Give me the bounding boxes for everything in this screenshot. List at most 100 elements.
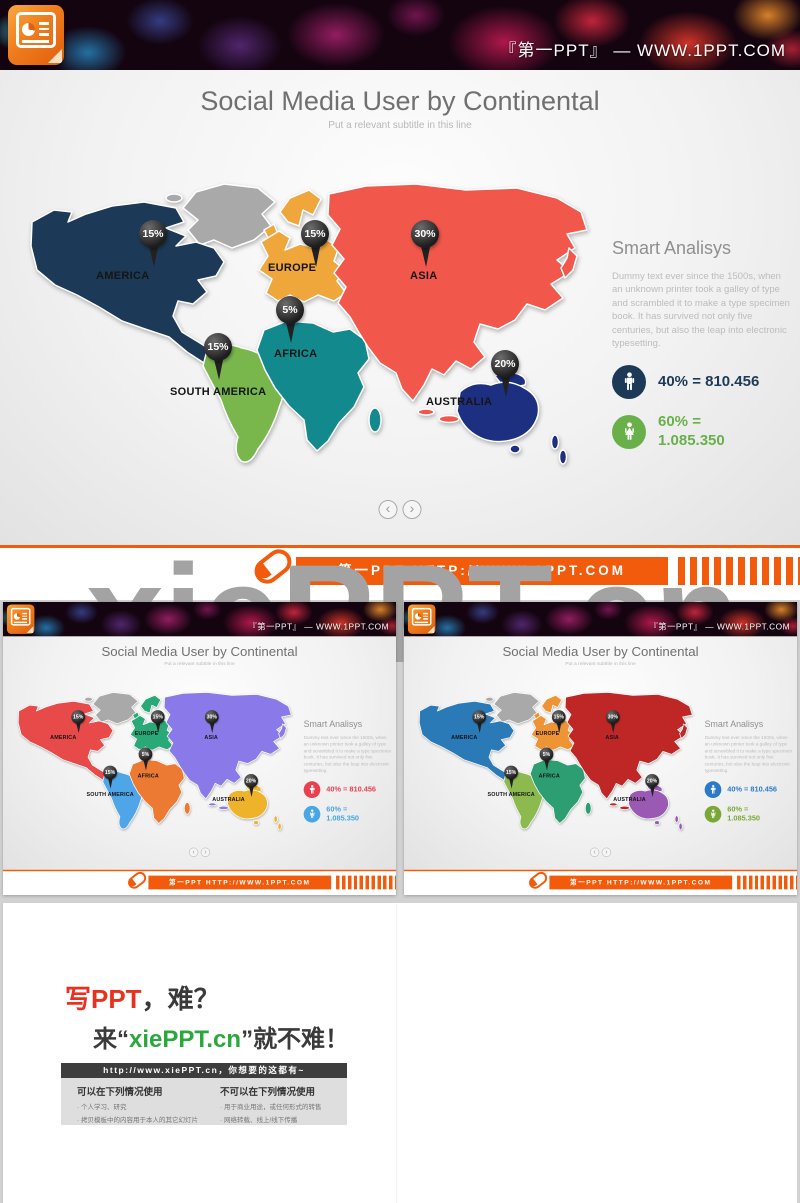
- continent-label-america: AMERICA: [96, 270, 150, 282]
- map-north-america: [17, 700, 115, 784]
- logo-page-curl: [26, 626, 34, 633]
- footer-url-banner[interactable]: 第一PPT HTTP://WWW.1PPT.COM: [549, 875, 733, 890]
- slide-subtitle: Put a relevant subtitle in this line: [565, 660, 636, 667]
- map-pin-africa: 5%: [539, 747, 554, 762]
- stat-female-row: 60% = 1.085.350: [704, 805, 792, 823]
- slide-body: Social Media User by Continental Put a r…: [3, 636, 396, 870]
- map-pin-europe: 15%: [150, 710, 165, 724]
- map-pin-australia: 20%: [491, 350, 519, 378]
- slogan-red-part: 写PPT: [65, 984, 142, 1014]
- continent-label-africa: AFRICA: [137, 772, 159, 779]
- map-asia: [564, 692, 693, 812]
- brand-text[interactable]: 『第一PPT』 — WWW.1PPT.COM: [649, 622, 791, 632]
- map-greenland: [84, 692, 139, 725]
- stat-male-row: 40% = 810.456: [612, 364, 790, 399]
- continent-label-south-america: SOUTH AMERICA: [86, 791, 134, 798]
- footer-url-banner[interactable]: 第一PPT HTTP://WWW.1PPT.COM: [148, 875, 332, 890]
- pin-percent: 15%: [551, 710, 566, 724]
- powerpoint-logo-icon: [8, 5, 64, 65]
- presentation-slide: 『第一PPT』 — WWW.1PPT.COM Social Media User…: [404, 602, 797, 895]
- map-pin-america: 15%: [139, 220, 167, 248]
- map-europe: [258, 189, 347, 303]
- forbidden-item: · 网络转载、线上/线下传播: [220, 1117, 298, 1124]
- allowed-uses-title: 可以在下列情况使用: [77, 1087, 163, 1098]
- map-pin-america: 15%: [71, 710, 86, 724]
- analysis-heading: Smart Analisys: [303, 718, 363, 729]
- main-slide-slot: 『第一PPT』 — WWW.1PPT.COM Social Media User…: [0, 0, 800, 600]
- powerpoint-logo-icon: [407, 604, 436, 634]
- footer-url-banner[interactable]: 第一PPT HTTP://WWW.1PPT.COM: [296, 557, 668, 585]
- pill-capsule-icon: [526, 869, 550, 892]
- map-europe: [129, 694, 174, 751]
- brand-text[interactable]: 『第一PPT』 — WWW.1PPT.COM: [248, 622, 390, 632]
- continent-label-australia: AUSTRALIA: [426, 396, 493, 408]
- continent-label-asia: ASIA: [605, 734, 619, 741]
- license-terms-box: 可以在下列情况使用 · 个人学习、研究 · 拷贝模板中的内容用于本人的其它幻灯片…: [61, 1078, 347, 1125]
- analysis-body-text: Dummy text ever since the 1500s, when an…: [704, 735, 793, 774]
- prev-arrow-button[interactable]: ‹: [378, 500, 398, 519]
- stat-male-value: 40% = 810.456: [326, 785, 377, 794]
- pin-percent: 15%: [472, 710, 487, 724]
- next-arrow-button[interactable]: ›: [402, 500, 422, 519]
- pin-percent: 5%: [138, 747, 153, 762]
- continent-label-asia: ASIA: [410, 270, 438, 282]
- map-pin-europe: 15%: [551, 710, 566, 724]
- continent-label-asia: ASIA: [204, 734, 218, 741]
- stat-female-value: 60% = 1.085.350: [326, 804, 360, 823]
- map-africa: [529, 759, 592, 824]
- pin-percent: 15%: [204, 333, 232, 361]
- male-person-icon: [704, 781, 722, 798]
- logo-document-shape: [10, 607, 31, 626]
- continent-label-europe: EUROPE: [535, 730, 560, 737]
- footer-stripes-decoration: [678, 557, 800, 585]
- bottom-row: 写PPT，难？ 来“xiePPT.cn”就不难！ http://www.xieP…: [3, 903, 797, 1203]
- footer-stripes-decoration: [737, 875, 797, 890]
- map-pin-america: 15%: [472, 710, 487, 724]
- continent-label-africa: AFRICA: [274, 348, 318, 360]
- slide-subtitle: Put a relevant subtitle in this line: [164, 660, 235, 667]
- map-pin-south-america: 15%: [504, 765, 518, 780]
- mini-slide-variant1: 『第一PPT』 — WWW.1PPT.COM Social Media User…: [3, 602, 396, 895]
- next-arrow-button[interactable]: ›: [200, 847, 211, 857]
- male-person-icon: [612, 364, 646, 399]
- site-url-bar[interactable]: http://www.xiePPT.cn，你想要的这都有~: [61, 1063, 347, 1078]
- allowed-item: · 个人学习、研究: [77, 1104, 127, 1111]
- logo-text-lines: [423, 612, 429, 621]
- map-pin-asia: 30%: [411, 220, 439, 248]
- slide-subtitle: Put a relevant subtitle in this line: [328, 120, 472, 131]
- pin-percent: 30%: [605, 710, 620, 724]
- map-pin-asia: 30%: [605, 710, 620, 724]
- pin-percent: 15%: [103, 765, 117, 780]
- logo-text-lines: [39, 22, 49, 39]
- next-arrow-button[interactable]: ›: [601, 847, 612, 857]
- allowed-item: · 拷贝模板中的内容用于本人的其它幻灯片: [77, 1117, 198, 1124]
- map-south-america: [102, 771, 143, 830]
- continent-label-south-america: SOUTH AMERICA: [170, 386, 267, 398]
- slide-title: Social Media User by Continental: [200, 86, 600, 116]
- continent-label-europe: EUROPE: [134, 730, 159, 737]
- logo-pie-chart-glyph: [13, 613, 21, 620]
- map-pin-africa: 5%: [138, 747, 153, 762]
- slide-nav: ‹ ›: [188, 847, 211, 857]
- logo-page-curl: [427, 626, 435, 633]
- slogan-line2: 来“xiePPT.cn”就不难！: [93, 1026, 350, 1053]
- prev-arrow-button[interactable]: ‹: [589, 847, 600, 857]
- pill-capsule-icon: [125, 869, 149, 892]
- map-greenland: [165, 183, 276, 249]
- map-africa: [256, 320, 382, 452]
- prev-arrow-button[interactable]: ‹: [188, 847, 199, 857]
- map-australia: [628, 784, 683, 831]
- brand-text[interactable]: 『第一PPT』 — WWW.1PPT.COM: [499, 41, 786, 60]
- powerpoint-logo-icon: [6, 604, 35, 634]
- license-slide: 写PPT，难？ 来“xiePPT.cn”就不难！ http://www.xieP…: [3, 903, 396, 1203]
- analysis-body-text: Dummy text ever since the 1500s, when an…: [612, 271, 790, 350]
- continent-label-south-america: SOUTH AMERICA: [487, 791, 535, 798]
- pin-percent: 15%: [504, 765, 518, 780]
- continent-label-australia: AUSTRALIA: [613, 796, 646, 803]
- logo-bottom-line: [13, 621, 28, 623]
- logo-document-shape: [16, 12, 56, 48]
- slide-footer: 第一PPT HTTP://WWW.1PPT.COM: [3, 869, 396, 895]
- map-greenland: [485, 692, 540, 725]
- stat-male-row: 40% = 810.456: [704, 781, 792, 798]
- slide-header-banner: 『第一PPT』 — WWW.1PPT.COM: [3, 602, 396, 637]
